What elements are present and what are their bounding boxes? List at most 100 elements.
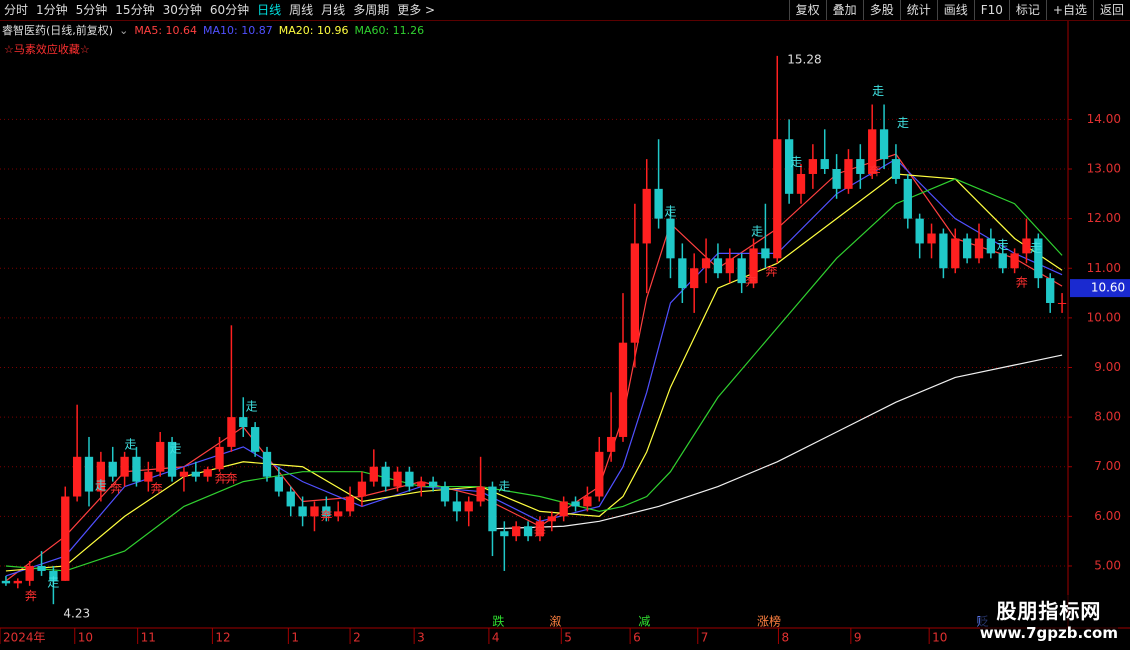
tool-button[interactable]: 返回 [1092,0,1130,20]
candle-body [832,169,841,189]
candle-body [713,258,723,274]
candle-body [156,441,165,472]
settings-icon[interactable]: ⌄ [119,23,129,37]
legend-entry: MA5: 10.64 [134,23,198,37]
event-label: 减 [638,615,650,629]
candle-body [725,258,734,274]
candle-body [998,253,1007,269]
candle-body [808,159,818,174]
candle-body [962,238,972,259]
candle-body [61,496,70,581]
candle-body [298,506,307,517]
last-price-label: 10.60 [1091,281,1125,295]
tool-button[interactable]: 多股 [862,0,900,20]
x-tick-label: 11 [141,631,156,645]
x-tick-label: 10 [932,631,947,645]
candle-body [262,451,272,477]
x-tick-label: 4 [492,631,500,645]
event-label: 涨榜 [757,614,781,629]
signal-label: 走 [47,575,59,589]
candle-body [274,476,284,492]
candle-body [286,491,295,507]
signal-label: 奔 [869,164,881,178]
period-tab[interactable]: 多周期 [353,3,390,17]
signal-label: 奔 [534,525,546,539]
candle-body [678,258,687,289]
period-tabs: 分时 1分钟 5分钟 15分钟 30分钟 60分钟 日线 周线 月线 多周期 更多 > [0,0,439,20]
candle-body [737,258,746,284]
signal-label: 走 [170,441,182,455]
signal-label: 走 [246,400,258,414]
candle-body [773,139,782,259]
candle-body [72,456,82,497]
period-tab[interactable]: 周线 [289,3,314,17]
period-tab[interactable]: 月线 [321,3,346,17]
low-label: 4.23 [63,607,90,621]
candle-body [452,501,462,512]
candle-body [796,173,806,194]
candle-body [939,233,948,269]
ma-line [5,173,1063,572]
candle-body [1034,238,1043,279]
period-tab[interactable]: 30分钟 [162,3,202,17]
candle-body [191,471,200,477]
candle-body [974,238,984,259]
candle-body [701,258,711,269]
legend-entry: MA10: 10.87 [203,23,273,37]
candle-body [37,565,46,571]
tool-button[interactable]: 复权 [788,0,826,20]
tool-button[interactable]: +自选 [1045,0,1093,20]
candle-body [500,531,509,537]
tool-button[interactable]: 画线 [936,0,974,20]
legend-entry: MA20: 10.96 [278,23,349,37]
period-tab[interactable]: 分时 [4,3,29,17]
event-label: 跌 [492,614,504,629]
high-label: 15.28 [787,52,821,66]
period-tab[interactable]: 更多 > [397,3,436,17]
period-tab[interactable]: 日线 [257,3,282,17]
candle-body [464,501,473,512]
period-tab[interactable]: 15分钟 [115,3,155,17]
candle-body [13,580,22,584]
candle-body [523,526,533,537]
candle-body [250,427,260,452]
signal-label: 奔 [151,482,163,496]
candle-body [84,456,94,492]
signal-label: 走 [751,225,763,239]
candle-body [440,486,450,502]
candle-body [535,521,545,537]
candle-body [654,188,663,219]
candle-body [618,342,628,437]
candle-body [583,496,592,507]
candle-body [868,129,877,174]
period-tab[interactable]: 60分钟 [209,3,250,17]
signal-label: 奔 [1016,276,1028,290]
candle-body [49,570,58,581]
candle-body [203,469,212,477]
signal-label: 走 [997,238,1009,252]
signal-label: 走 [125,437,137,451]
candle-body [239,417,248,428]
tool-button[interactable]: 叠加 [825,0,863,20]
candle-body [357,481,367,497]
subtitle: ☆马素效应收藏☆ [4,43,90,56]
candle-body [428,481,438,487]
candle-body [642,188,651,244]
y-tick-label: 13.00 [1087,162,1121,176]
tool-button[interactable]: 统计 [899,0,937,20]
candle-body [784,139,794,194]
x-tick-label: 2024年 [3,631,46,645]
tool-button[interactable]: 标记 [1008,0,1046,20]
candle-body [322,506,331,517]
y-tick-label: 5.00 [1094,558,1121,572]
period-tab[interactable]: 1分钟 [36,3,68,17]
signal-label: 奔 [215,472,227,486]
ma-line [492,354,1063,530]
candle-body [179,471,189,477]
candle-body [227,417,236,447]
tool-button[interactable]: F10 [973,0,1009,20]
period-tab[interactable]: 5分钟 [75,3,108,17]
x-tick-label: 6 [633,631,641,645]
candle-body [595,451,604,497]
